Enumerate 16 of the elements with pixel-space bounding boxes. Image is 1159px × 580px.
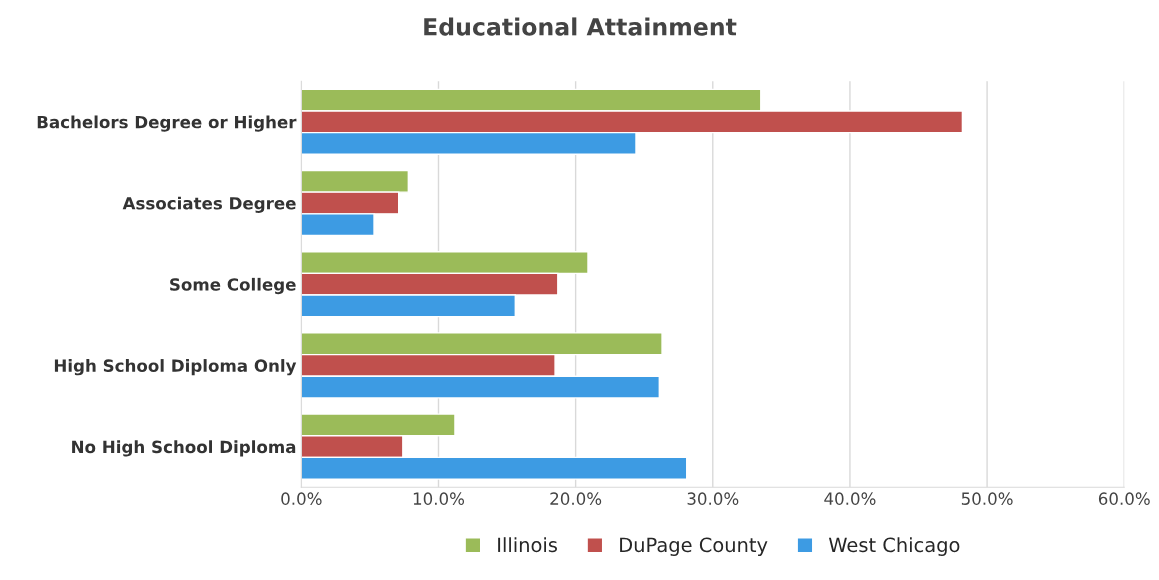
legend-label: West Chicago	[828, 537, 960, 556]
y-tick-label: No High School Diploma	[72, 440, 296, 457]
legend-label: Illinois	[498, 537, 557, 553]
y-tick-label: Some College	[170, 277, 296, 295]
x-tick-label: 0.0%	[281, 492, 322, 505]
x-tick-label: 30.0%	[687, 492, 739, 505]
legend-label: DuPage County	[620, 537, 768, 556]
x-tick-label: 50.0%	[961, 492, 1013, 505]
chart-title: Educational Attainment	[424, 17, 737, 36]
y-tick-label: Associates Degree	[122, 196, 296, 213]
x-tick-label: 10.0%	[413, 492, 465, 505]
y-tick-label: High School Diploma Only	[54, 359, 297, 376]
x-tick-label: 40.0%	[824, 492, 876, 505]
x-tick-label: 20.0%	[550, 492, 602, 505]
y-tick-label: Bachelors Degree or Higher	[37, 115, 297, 132]
x-tick-label: 60.0%	[1098, 492, 1150, 505]
